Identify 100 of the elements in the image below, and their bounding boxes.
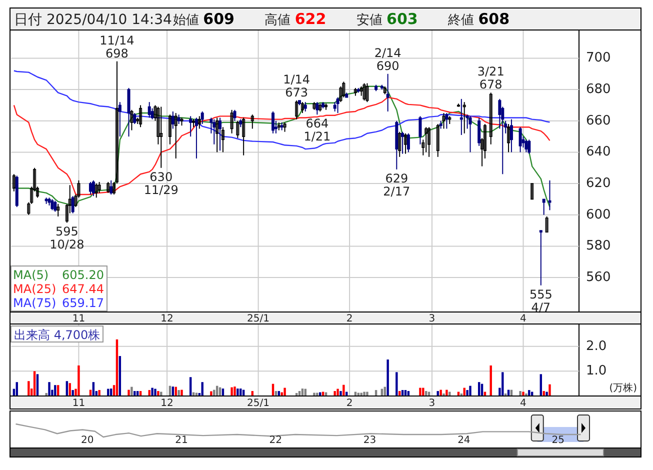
candlestick (418, 116, 422, 145)
annotation: 595 10/28 (50, 224, 84, 252)
candlestick (539, 230, 542, 286)
candlestick (295, 100, 298, 120)
x-tick-label: 25/1 (247, 314, 270, 325)
candlestick (272, 110, 275, 134)
x-tick-label: 2 (346, 314, 353, 325)
candlestick (194, 117, 198, 159)
text: 始値 609 (173, 10, 234, 28)
annotation: 555 4/7 (529, 287, 552, 314)
bar (72, 390, 74, 396)
bar (236, 388, 239, 396)
bar (28, 381, 30, 396)
candlestick (528, 139, 531, 154)
x-tick-label: 11 (72, 314, 86, 325)
bar (284, 388, 286, 396)
candlestick (189, 116, 192, 138)
candlestick (177, 114, 180, 124)
x-tick-label: 12 (160, 314, 174, 325)
candlestick (300, 102, 304, 114)
candlestick (88, 181, 92, 195)
annotation: 2/14 690 (374, 46, 402, 73)
bar (466, 390, 468, 396)
candlestick (200, 110, 204, 124)
bar (118, 356, 122, 396)
bar (422, 388, 424, 396)
candlestick (445, 112, 448, 130)
candlestick (160, 106, 163, 168)
candlestick (56, 203, 60, 217)
candlestick (530, 183, 534, 200)
annotation: 3/21 678 (477, 64, 504, 92)
x-tick-label: 3 (428, 398, 436, 410)
bar (546, 392, 548, 396)
annotation: 630 11/29 (144, 170, 178, 197)
candlestick (168, 114, 172, 145)
candlestick (106, 181, 110, 194)
candlestick (127, 87, 130, 138)
candlestick (50, 198, 54, 211)
candlestick (250, 114, 254, 130)
candlestick (12, 174, 16, 192)
bar (151, 388, 154, 396)
bar (210, 391, 212, 396)
candlestick (436, 124, 440, 158)
candlestick (545, 216, 548, 233)
candlestick (460, 98, 463, 136)
y-axis-title: (万株) (609, 382, 638, 394)
bar (519, 391, 522, 396)
bar (234, 386, 236, 396)
y-tick-label: 700 (586, 50, 611, 66)
bar (178, 390, 180, 396)
bar (334, 391, 336, 396)
bar (542, 391, 545, 396)
annotation: 1/14 673 (283, 72, 310, 100)
bar (230, 387, 233, 396)
candlestick (130, 109, 134, 131)
y-tick-label: 560 (586, 270, 611, 286)
bar (342, 384, 345, 396)
x-tick-label: 11 (72, 398, 86, 410)
candlestick (174, 112, 178, 159)
text: 安値 603 (356, 10, 418, 28)
chart-title: 出来高 4,700株 (14, 328, 100, 342)
candlestick (478, 117, 481, 146)
bar (336, 388, 339, 396)
candlestick (339, 86, 342, 103)
x-tick-label: 25/1 (247, 398, 270, 410)
text: MA(25) 647.44 (13, 282, 104, 296)
bar (522, 392, 524, 396)
bar (98, 390, 100, 396)
candlestick (360, 86, 363, 96)
bar (440, 390, 442, 396)
candlestick (216, 117, 219, 153)
x-tick-label: 3 (428, 314, 436, 325)
x-tick-label: 12 (160, 398, 174, 410)
candlestick (110, 180, 113, 195)
candlestick (510, 118, 513, 153)
x-tick-label: 24 (458, 435, 470, 446)
candlestick (489, 92, 492, 145)
bar (386, 360, 389, 396)
candlestick (148, 102, 151, 118)
candlestick (333, 102, 336, 112)
candlestick (406, 132, 410, 153)
candlestick (236, 120, 240, 139)
bar (116, 339, 118, 396)
candlestick (133, 112, 136, 124)
candlestick (98, 181, 101, 194)
candlestick (336, 96, 340, 114)
bar (45, 393, 48, 396)
candlestick (221, 126, 224, 153)
bar (419, 388, 422, 396)
bar (128, 390, 130, 396)
text: 終値 608 (447, 10, 510, 28)
bar (366, 392, 368, 396)
candlestick (171, 110, 174, 130)
candlestick (404, 132, 407, 154)
candlestick (386, 73, 390, 112)
candlestick (92, 180, 95, 197)
candlestick (362, 82, 366, 101)
candlestick (139, 104, 142, 128)
bar (180, 390, 183, 396)
bar (469, 386, 472, 396)
